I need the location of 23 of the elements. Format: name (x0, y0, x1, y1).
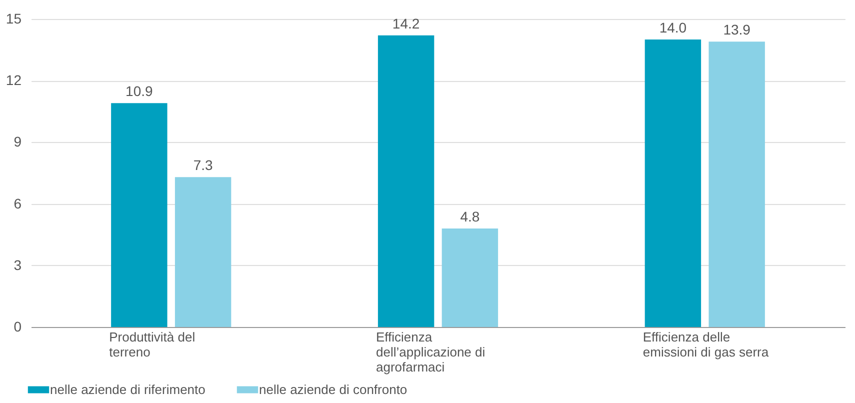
bar (708, 42, 765, 327)
x-tick-label: Efficienza dell’applicazione di agrofarmaci (376, 330, 486, 374)
legend-label: nelle aziende di riferimento (50, 382, 206, 397)
x-tick-label: Efficienza delle emissioni di gas serra (642, 330, 770, 360)
data-label: 13.9 (723, 22, 751, 38)
y-tick-label: 15 (6, 10, 22, 26)
legend-label: nelle aziende di confronto (259, 382, 408, 397)
bar (111, 103, 168, 327)
x-tick-label: Produttività del terreno (109, 330, 196, 360)
data-label: 14.0 (659, 20, 687, 36)
y-tick-label: 12 (6, 72, 22, 88)
bar (644, 40, 702, 327)
y-tick-label: 6 (14, 195, 22, 212)
data-label: 14.2 (392, 15, 420, 32)
data-label: 4.8 (460, 208, 480, 224)
data-label: 7.3 (193, 157, 213, 174)
y-tick-label: 0 (14, 318, 22, 334)
y-tick-label: 3 (14, 256, 22, 273)
bar (442, 228, 498, 327)
data-label: 10.9 (126, 83, 154, 100)
bar (378, 35, 434, 327)
y-tick-label: 9 (14, 134, 22, 150)
bar (174, 177, 232, 327)
